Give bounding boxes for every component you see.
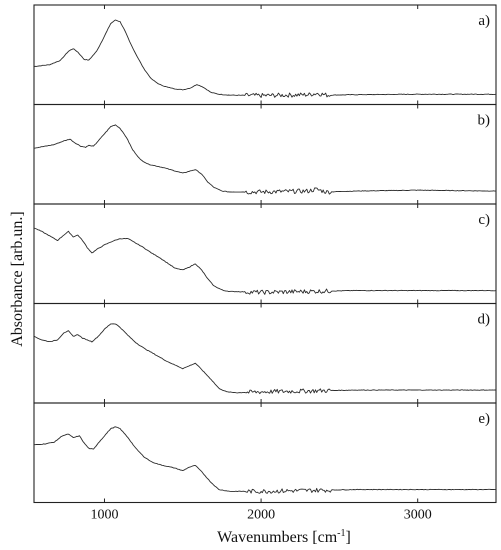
panel-label: b) <box>478 113 491 129</box>
x-axis-label-superscript: -1 <box>337 528 345 539</box>
panel-1: a) <box>33 4 497 106</box>
x-tick-label: 3000 <box>404 508 432 523</box>
spectrum-line <box>33 227 497 295</box>
panel-frame <box>33 402 497 504</box>
panel-4: d) <box>33 302 497 404</box>
panel-frame <box>33 203 497 305</box>
panel-2: b) <box>33 103 497 205</box>
panel-label: a) <box>478 13 490 29</box>
spectrum-line <box>33 323 497 395</box>
spectrum-line <box>33 19 497 98</box>
y-axis-label: Absorbance [arb.un.] <box>9 211 26 347</box>
x-tick-label: 2000 <box>247 508 275 523</box>
panel-label: c) <box>478 212 490 228</box>
x-tick-label: 1000 <box>90 508 118 523</box>
panel-3: c) <box>33 203 497 305</box>
spectrum-line <box>33 124 496 195</box>
x-axis-label-end: ] <box>346 529 351 546</box>
x-axis-label: Wavenumbers [cm-1] <box>217 528 351 546</box>
spectrum-line <box>33 426 496 494</box>
panel-5: e) <box>33 402 497 504</box>
panel-label: e) <box>478 411 490 427</box>
panel-frame <box>33 302 497 404</box>
panel-frame <box>33 4 497 106</box>
x-axis: 1000 2000 3000 <box>90 508 431 523</box>
x-axis-label-main: Wavenumbers [cm <box>217 529 338 546</box>
panel-label: d) <box>478 312 491 328</box>
panels-group: a) b) c) d) e) <box>33 4 497 504</box>
panel-frame <box>33 103 497 205</box>
